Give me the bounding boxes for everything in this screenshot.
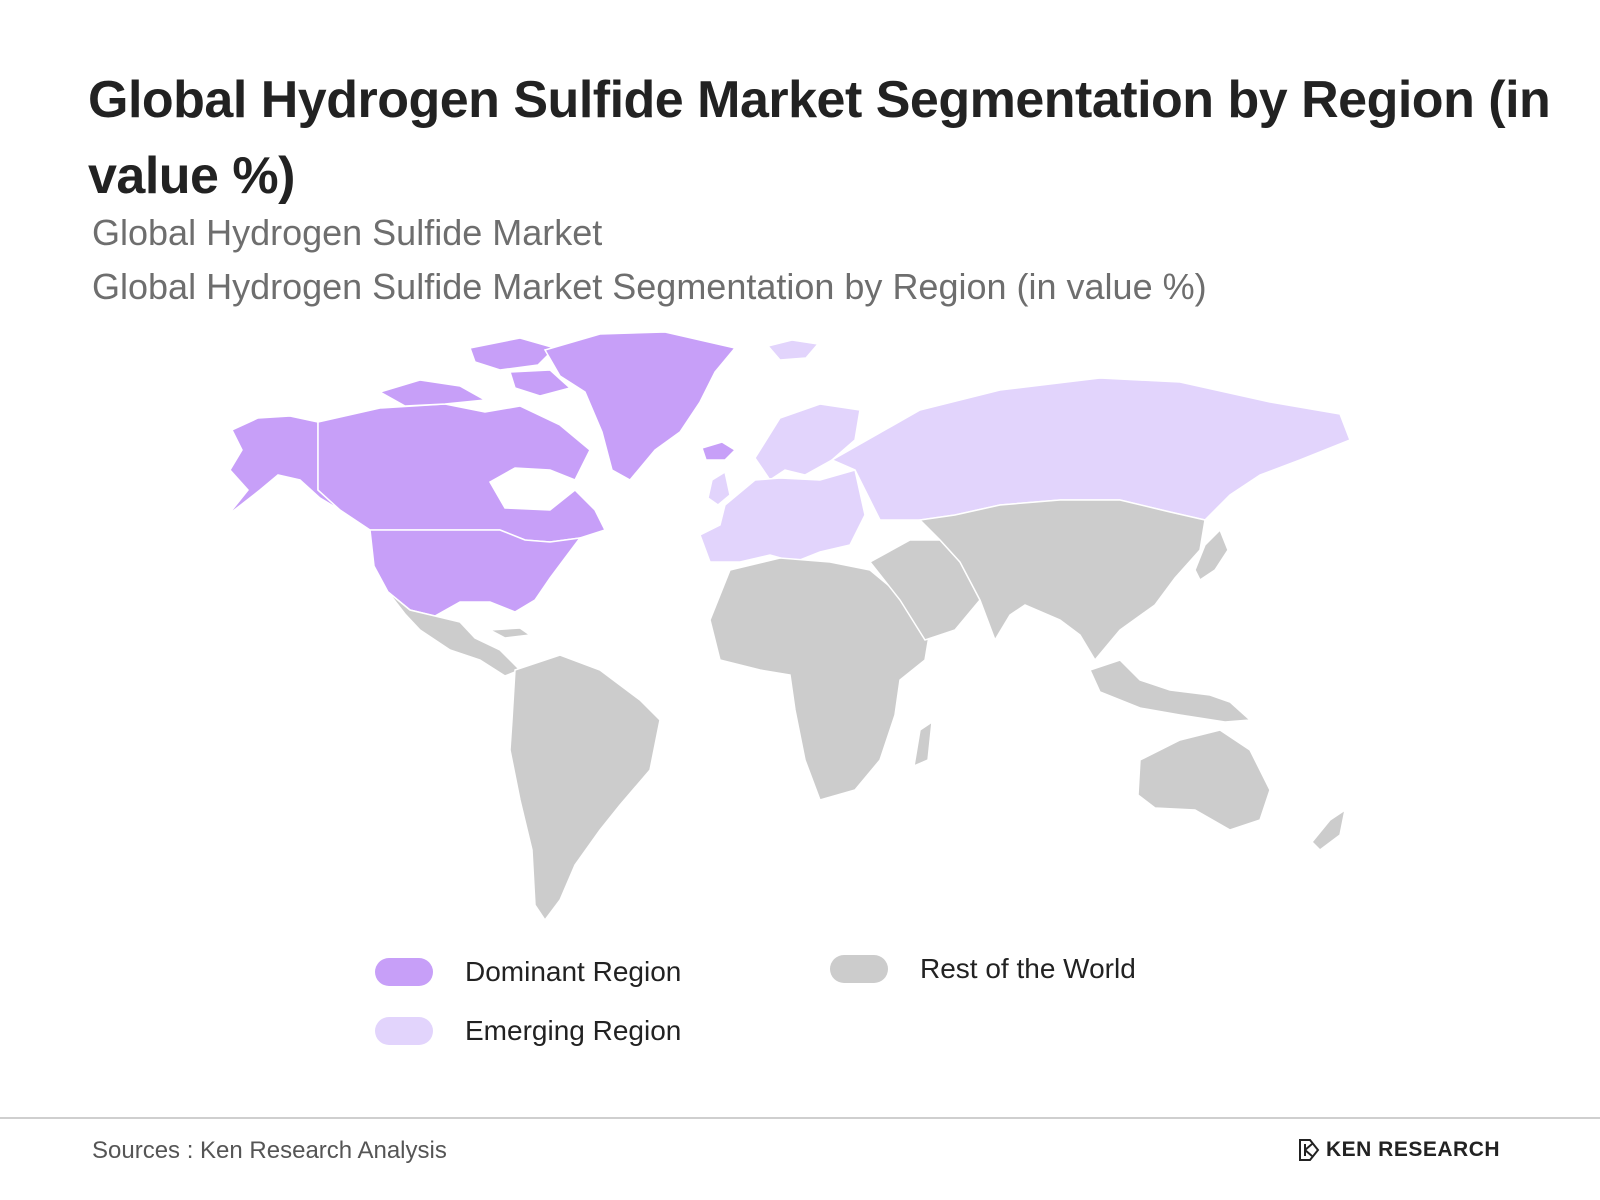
legend-label-rest: Rest of the World: [920, 953, 1136, 984]
legend-label-dominant: Dominant Region: [465, 956, 682, 987]
brand-logo: KEN RESEARCH: [1298, 1138, 1500, 1162]
russia-shape: [830, 377, 1351, 521]
africa-shape: [709, 557, 931, 801]
canada-shape: [317, 403, 607, 543]
scandinavia-shape: [754, 403, 861, 482]
new-zealand-shape: [1310, 808, 1347, 851]
svalbard-shape: [766, 339, 820, 361]
greenland-shape: [543, 331, 737, 481]
subtitle-segmentation: Global Hydrogen Sulfide Market Segmentat…: [92, 266, 1207, 307]
footer-divider: [0, 1117, 1600, 1119]
legend-emerging: Emerging Region: [375, 1015, 681, 1047]
ken-research-logo-icon: [1299, 1139, 1320, 1161]
australia-shape: [1137, 729, 1271, 831]
legend-rest: Rest of the World: [830, 953, 1136, 985]
southeast-asia-shape: [1088, 659, 1252, 723]
asia-shape: [918, 499, 1206, 662]
alaska-shape: [227, 415, 341, 516]
subtitle-market: Global Hydrogen Sulfide Market: [92, 212, 603, 253]
brand-name: KEN RESEARCH: [1326, 1138, 1501, 1161]
legend-dominant: Dominant Region: [375, 956, 681, 988]
legend-swatch-emerging: [375, 1017, 433, 1045]
europe-shape: [699, 469, 866, 563]
madagascar-shape: [913, 720, 933, 768]
legend-swatch-dominant: [375, 958, 433, 986]
south-america-shape: [509, 654, 661, 922]
legend-swatch-rest: [830, 955, 888, 983]
page-title: Global Hydrogen Sulfide Market Segmentat…: [88, 71, 1551, 205]
world-map: [227, 331, 1351, 922]
caribbean-shape: [487, 627, 533, 639]
source-note: Sources : Ken Research Analysis: [92, 1137, 447, 1164]
legend-label-emerging: Emerging Region: [465, 1015, 682, 1046]
iceland-shape: [701, 441, 737, 461]
uk-ireland-shape: [707, 470, 731, 506]
arctic-islands-shape: [378, 337, 572, 407]
japan-shape: [1194, 528, 1229, 582]
